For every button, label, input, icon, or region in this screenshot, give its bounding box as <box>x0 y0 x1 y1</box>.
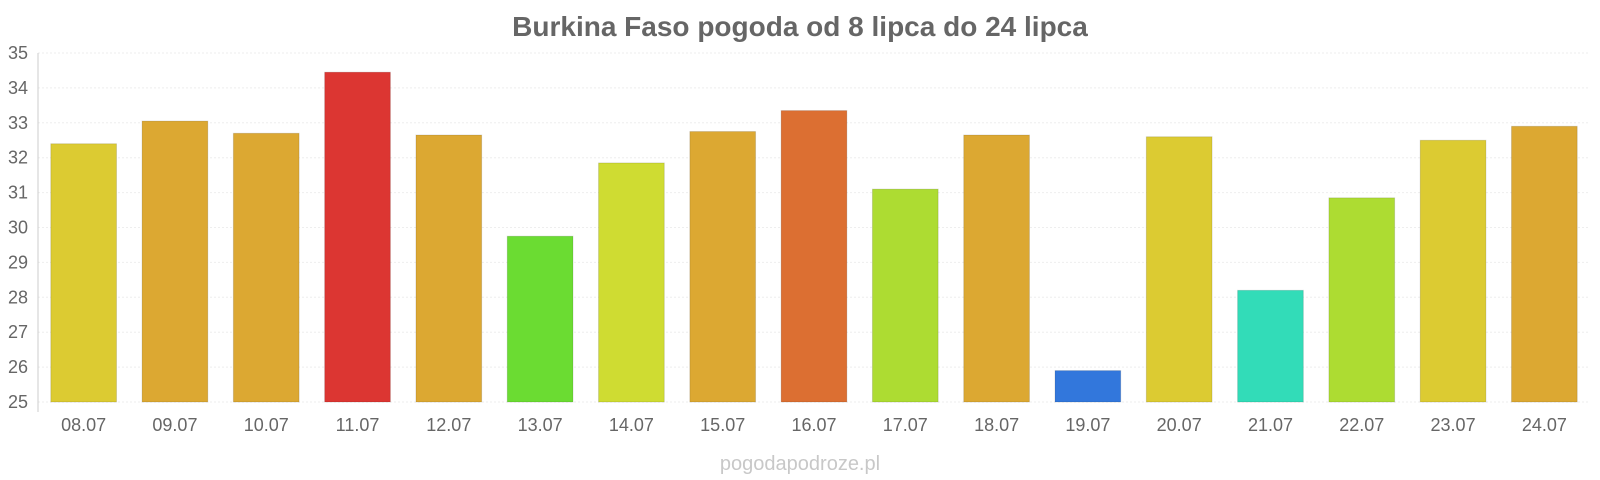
y-tick-label: 28 <box>8 287 28 307</box>
y-tick-label: 35 <box>8 43 28 63</box>
x-tick-label: 12.07 <box>426 415 471 435</box>
bar-15.07 <box>689 131 757 403</box>
x-tick-label: 20.07 <box>1157 415 1202 435</box>
x-tick-label: 21.07 <box>1248 415 1293 435</box>
bar-11.07 <box>324 71 391 403</box>
x-tick-label: 19.07 <box>1065 415 1110 435</box>
bar-09.07 <box>141 120 209 403</box>
source-label: pogodapodroze.pl <box>720 453 880 475</box>
bar-13.07 <box>506 235 574 403</box>
y-tick-label: 29 <box>8 252 28 272</box>
x-tick-label: 10.07 <box>244 415 289 435</box>
bar-21.07 <box>1237 289 1304 403</box>
bar-10.07 <box>232 132 300 403</box>
y-tick-label: 33 <box>8 113 28 133</box>
y-tick-label: 27 <box>8 322 28 342</box>
x-tick-label: 14.07 <box>609 415 654 435</box>
x-tick-label: 24.07 <box>1522 415 1567 435</box>
bar-24.07 <box>1510 125 1578 403</box>
x-tick-label: 17.07 <box>883 415 928 435</box>
bar-14.07 <box>598 162 665 403</box>
bar-18.07 <box>963 134 1030 403</box>
x-tick-label: 23.07 <box>1431 415 1476 435</box>
bar-16.07 <box>780 110 848 403</box>
bar-22.07 <box>1328 197 1396 403</box>
x-axis-tick-labels: 08.07 09.07 10.07 11.07 12.07 13.07 14.07 15.07… <box>61 415 1567 435</box>
y-axis-tick-labels: 25 26 27 28 29 30 31 32 33 34 35 <box>8 43 28 412</box>
y-tick-label: 31 <box>8 183 28 203</box>
x-tick-label: 11.07 <box>336 415 380 435</box>
y-tick-label: 32 <box>8 148 28 168</box>
y-tick-label: 26 <box>8 357 28 377</box>
bar-19.07 <box>1054 370 1122 403</box>
x-tick-label: 18.07 <box>974 415 1019 435</box>
x-tick-label: 22.07 <box>1339 415 1384 435</box>
x-tick-label: 13.07 <box>518 415 563 435</box>
bar-12.07 <box>415 134 483 403</box>
bar-08.07 <box>50 143 118 403</box>
bar-23.07 <box>1419 139 1487 403</box>
x-tick-label: 08.07 <box>61 415 106 435</box>
y-tick-label: 34 <box>8 78 28 98</box>
bars <box>50 71 1578 403</box>
x-tick-label: 09.07 <box>152 415 197 435</box>
chart-title: Burkina Faso pogoda od 8 lipca do 24 lip… <box>512 11 1088 42</box>
y-tick-label: 30 <box>8 218 28 238</box>
x-tick-label: 15.07 <box>700 415 745 435</box>
x-tick-label: 16.07 <box>791 415 836 435</box>
bar-20.07 <box>1145 136 1213 403</box>
y-tick-label: 25 <box>8 392 28 412</box>
bar-17.07 <box>871 188 939 403</box>
